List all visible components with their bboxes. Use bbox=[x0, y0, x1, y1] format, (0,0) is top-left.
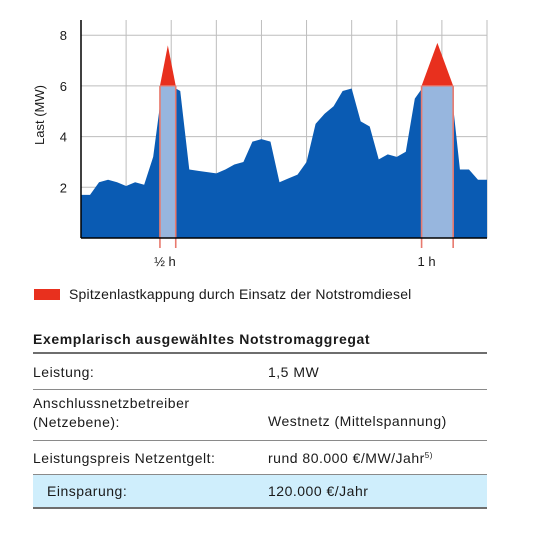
table-row-leistung: Leistung: 1,5 MW bbox=[33, 354, 487, 389]
table-rule bbox=[33, 507, 487, 509]
peak-cap bbox=[159, 45, 176, 86]
table-rule bbox=[33, 389, 487, 390]
row-value: rund 80.000 €/MW/Jahr5) bbox=[268, 450, 487, 466]
table-rule bbox=[33, 352, 487, 354]
y-tick-label: 2 bbox=[60, 180, 67, 195]
row-label: Einsparung: bbox=[47, 483, 128, 499]
peak-shaving-marks bbox=[159, 42, 454, 248]
x-axis: ½ h 1 h bbox=[81, 237, 487, 269]
peak-cap bbox=[421, 42, 454, 86]
row-label-line2: (Netzebene): bbox=[33, 414, 120, 430]
table-rule bbox=[33, 474, 487, 475]
y-tick-label: 4 bbox=[60, 130, 67, 145]
row-value-text: rund 80.000 €/MW/Jahr bbox=[268, 449, 425, 466]
row-label: Leistung: bbox=[33, 363, 95, 380]
y-tick-label: 8 bbox=[60, 28, 67, 43]
legend-label: Spitzenlastkappung durch Einsatz der Not… bbox=[69, 286, 412, 302]
table-title: Exemplarisch ausgewähltes Notstromaggreg… bbox=[33, 331, 371, 347]
legend-swatch bbox=[34, 288, 60, 300]
load-series-area bbox=[81, 85, 487, 238]
table-row-leistungspreis: Leistungspreis Netzentgelt: rund 80.000 … bbox=[33, 441, 487, 474]
row-value: 1,5 MW bbox=[268, 363, 320, 380]
capped-band bbox=[421, 85, 454, 238]
legend: Spitzenlastkappung durch Einsatz der Not… bbox=[34, 283, 412, 305]
table-rule bbox=[33, 440, 487, 441]
y-axis: 2 4 6 8 bbox=[60, 20, 82, 238]
row-label: Anschlussnetzbetreiber (Netzebene): bbox=[33, 390, 268, 440]
row-value: Westnetz (Mittelspannung) bbox=[268, 413, 447, 429]
generator-table: Exemplarisch ausgewähltes Notstromaggreg… bbox=[33, 328, 487, 509]
peak-shaving-chart: 2 4 6 8 ½ h 1 h Last (MW) bbox=[32, 20, 488, 269]
row-value: 120.000 €/Jahr bbox=[268, 483, 369, 499]
table-row-einsparung: Einsparung: 120.000 €/Jahr bbox=[33, 475, 487, 507]
x-tick-label: ½ h bbox=[154, 254, 176, 269]
table-row-netzbetreiber: Anschlussnetzbetreiber (Netzebene): West… bbox=[33, 390, 487, 440]
y-axis-label: Last (MW) bbox=[32, 85, 47, 145]
capped-band bbox=[159, 85, 176, 238]
y-tick-label: 6 bbox=[60, 79, 67, 94]
row-label-line1: Anschlussnetzbetreiber bbox=[33, 395, 190, 411]
row-label: Leistungspreis Netzentgelt: bbox=[33, 449, 216, 466]
load-area bbox=[81, 85, 487, 238]
footnote-marker: 5) bbox=[424, 450, 433, 460]
x-tick-label: 1 h bbox=[418, 254, 436, 269]
